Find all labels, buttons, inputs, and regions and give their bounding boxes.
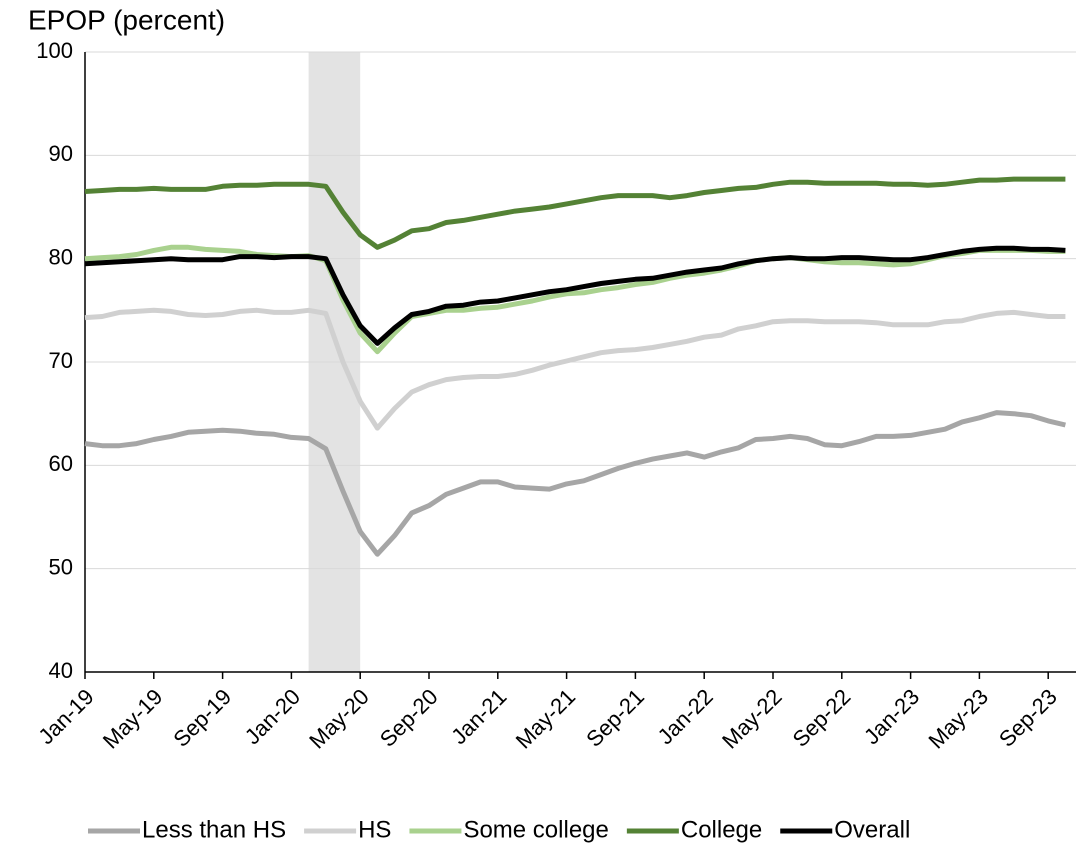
chart-title: EPOP (percent) [28,4,225,35]
legend-label: HS [358,816,391,843]
x-tick-label: May-20 [304,684,374,754]
x-tick-label: Jan-23 [859,684,924,749]
x-tick-label: Jan-19 [33,684,98,749]
x-tick-label: Sep-23 [994,684,1062,752]
y-tick-label: 90 [49,141,73,166]
x-tick-label: May-23 [923,684,993,754]
x-tick-label: Jan-22 [653,684,718,749]
series-line [84,176,1066,250]
y-tick-label: 70 [49,348,73,373]
legend-label: Overall [834,816,910,843]
series-line [84,307,1066,431]
x-tick-label: Sep-19 [168,684,236,752]
series-line [84,245,1066,346]
y-tick-label: 40 [49,658,73,683]
x-tick-label: May-19 [98,684,168,754]
x-tick-label: May-22 [717,684,787,754]
x-tick-label: Jan-20 [240,684,305,749]
x-tick-label: May-21 [511,684,581,754]
legend-label: College [681,816,762,843]
y-tick-label: 100 [36,38,73,63]
legend-label: Some college [463,816,608,843]
x-tick-label: Sep-20 [375,684,443,752]
y-tick-label: 80 [49,244,73,269]
series-line [84,410,1066,557]
legend-label: Less than HS [142,816,286,843]
y-tick-label: 50 [49,554,73,579]
x-tick-label: Sep-21 [581,684,649,752]
x-tick-label: Jan-21 [446,684,511,749]
y-tick-label: 60 [49,451,73,476]
series-line [84,244,1066,355]
x-tick-label: Sep-22 [788,684,856,752]
